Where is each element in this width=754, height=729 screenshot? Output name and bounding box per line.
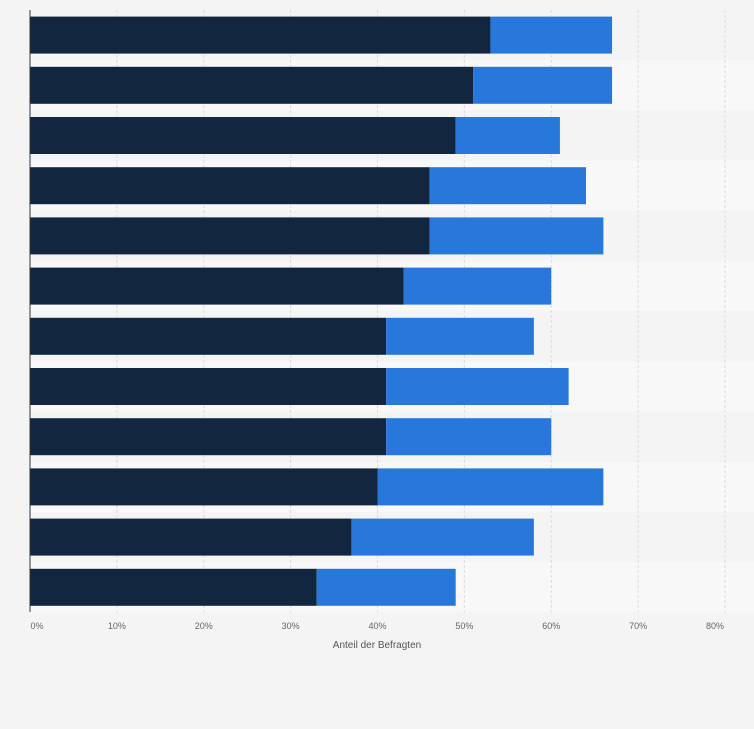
gridlines: [116, 10, 726, 613]
x-tick-label: 10%: [108, 621, 126, 631]
x-axis-title: Anteil der Befragten: [333, 640, 421, 651]
x-tick-label: 60%: [542, 621, 560, 631]
bar-segment-dark: [30, 167, 430, 205]
bar-segment-dark: [30, 16, 491, 54]
bar-segment-blue: [351, 518, 534, 556]
bar-segment-blue: [316, 568, 456, 606]
bar-segment-blue: [473, 66, 613, 104]
bar-segment-dark: [30, 317, 387, 355]
x-tick-label: 40%: [368, 621, 386, 631]
bar-segment-dark: [30, 518, 352, 556]
x-tick-label: 80%: [706, 621, 724, 631]
bar-segment-blue: [429, 167, 586, 205]
bar-segment-dark: [30, 217, 430, 255]
x-tick-label: 70%: [629, 621, 647, 631]
x-tick-label: 50%: [455, 621, 473, 631]
bar-segment-dark: [30, 368, 387, 405]
bar-segment-blue: [377, 468, 604, 506]
x-tick-label: 20%: [195, 621, 213, 631]
bar-segment-blue: [386, 317, 534, 355]
bar-segment-dark: [30, 117, 456, 154]
bar-segment-blue: [403, 267, 552, 305]
bar-segment-blue: [386, 368, 569, 405]
x-tick-label: 0%: [30, 621, 43, 631]
bar-segment-blue: [490, 16, 613, 54]
bar-segment-dark: [30, 66, 474, 104]
bar-segment-dark: [30, 468, 378, 506]
x-tick-label: 30%: [282, 621, 300, 631]
bar-segment-blue: [429, 217, 604, 255]
bar-segment-dark: [30, 418, 387, 456]
bar-segment-dark: [30, 568, 317, 606]
bars: [30, 16, 613, 606]
bar-segment-blue: [455, 117, 560, 154]
bar-segment-dark: [30, 267, 404, 305]
x-tick-labels: 0% 10% 20% 30% 40% 50% 60% 70% 80%: [30, 621, 724, 631]
bar-segment-blue: [386, 418, 552, 456]
